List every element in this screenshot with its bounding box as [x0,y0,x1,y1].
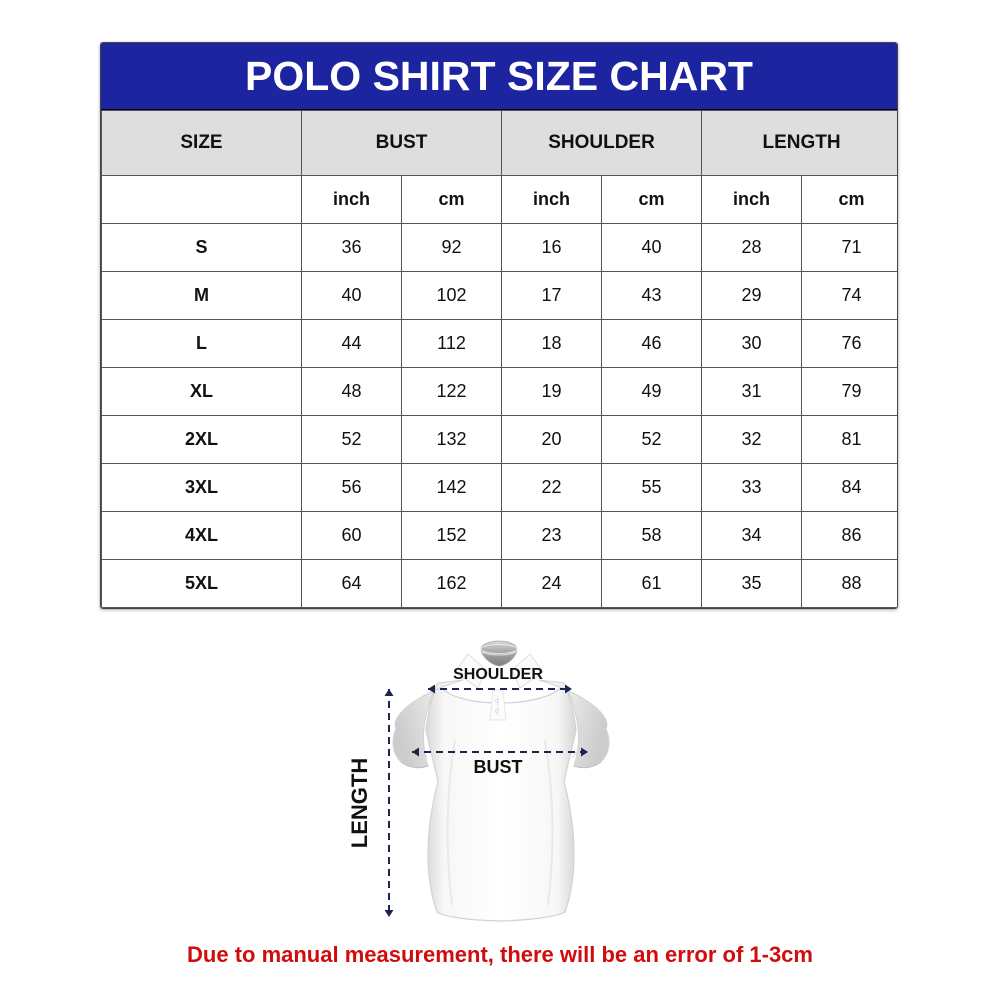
svg-text:LENGTH: LENGTH [347,758,372,848]
svg-text:SHOULDER: SHOULDER [453,666,543,683]
svg-text:BUST: BUST [474,757,523,777]
